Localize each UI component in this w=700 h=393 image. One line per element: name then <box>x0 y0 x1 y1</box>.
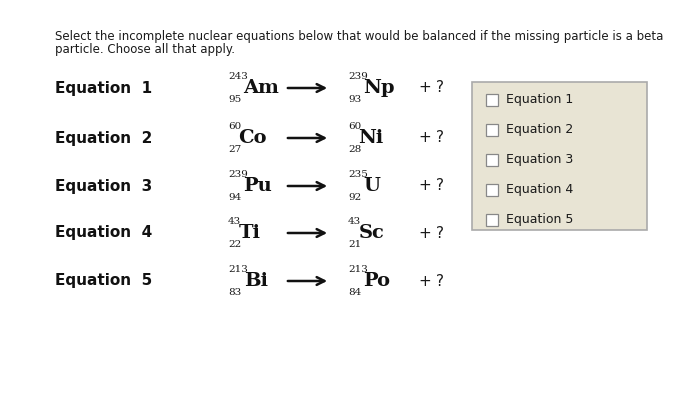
Text: Equation  3: Equation 3 <box>55 178 153 193</box>
Text: U: U <box>363 177 381 195</box>
Text: ?: ? <box>436 274 444 288</box>
Text: 239: 239 <box>348 72 368 81</box>
Text: 239: 239 <box>228 170 248 179</box>
Text: Equation  1: Equation 1 <box>55 81 152 95</box>
Bar <box>486 154 498 166</box>
Text: ?: ? <box>436 178 444 193</box>
Text: +: + <box>418 274 430 288</box>
Text: Equation  4: Equation 4 <box>55 226 153 241</box>
Text: Equation  5: Equation 5 <box>55 274 153 288</box>
Text: 83: 83 <box>228 288 242 297</box>
Bar <box>472 82 647 230</box>
Text: 95: 95 <box>228 95 242 104</box>
Text: 94: 94 <box>228 193 242 202</box>
Text: Equation 4: Equation 4 <box>506 184 573 196</box>
Text: Select the incomplete nuclear equations below that would be balanced if the miss: Select the incomplete nuclear equations … <box>55 30 664 43</box>
Text: Equation 3: Equation 3 <box>506 154 573 167</box>
Text: Bi: Bi <box>244 272 267 290</box>
Text: +: + <box>418 226 430 241</box>
Text: Co: Co <box>239 129 267 147</box>
Text: Np: Np <box>363 79 395 97</box>
Text: Ti: Ti <box>239 224 260 242</box>
Text: Equation 2: Equation 2 <box>506 123 573 136</box>
Text: Equation 5: Equation 5 <box>506 213 573 226</box>
Text: 235: 235 <box>348 170 368 179</box>
Text: 243: 243 <box>228 72 248 81</box>
Text: Po: Po <box>363 272 391 290</box>
Text: 60: 60 <box>348 122 361 131</box>
Bar <box>486 214 498 226</box>
Text: 22: 22 <box>228 240 242 249</box>
Text: 60: 60 <box>228 122 242 131</box>
Text: 84: 84 <box>348 288 361 297</box>
Text: 93: 93 <box>348 95 361 104</box>
Text: 213: 213 <box>228 265 248 274</box>
Text: 43: 43 <box>228 217 242 226</box>
Text: ?: ? <box>436 130 444 145</box>
Text: Equation 1: Equation 1 <box>506 94 573 107</box>
Text: Sc: Sc <box>358 224 384 242</box>
Text: Am: Am <box>244 79 279 97</box>
Text: 21: 21 <box>348 240 361 249</box>
Text: ?: ? <box>436 226 444 241</box>
Text: 28: 28 <box>348 145 361 154</box>
Text: Pu: Pu <box>244 177 272 195</box>
Text: Ni: Ni <box>358 129 384 147</box>
Text: ?: ? <box>436 81 444 95</box>
Bar <box>486 184 498 196</box>
Text: +: + <box>418 178 430 193</box>
Text: +: + <box>418 130 430 145</box>
Text: 92: 92 <box>348 193 361 202</box>
Text: particle. Choose all that apply.: particle. Choose all that apply. <box>55 43 235 56</box>
Text: +: + <box>418 81 430 95</box>
Text: 213: 213 <box>348 265 368 274</box>
Text: 27: 27 <box>228 145 242 154</box>
Text: Equation  2: Equation 2 <box>55 130 153 145</box>
Text: 43: 43 <box>348 217 361 226</box>
Bar <box>486 94 498 106</box>
Bar <box>486 124 498 136</box>
